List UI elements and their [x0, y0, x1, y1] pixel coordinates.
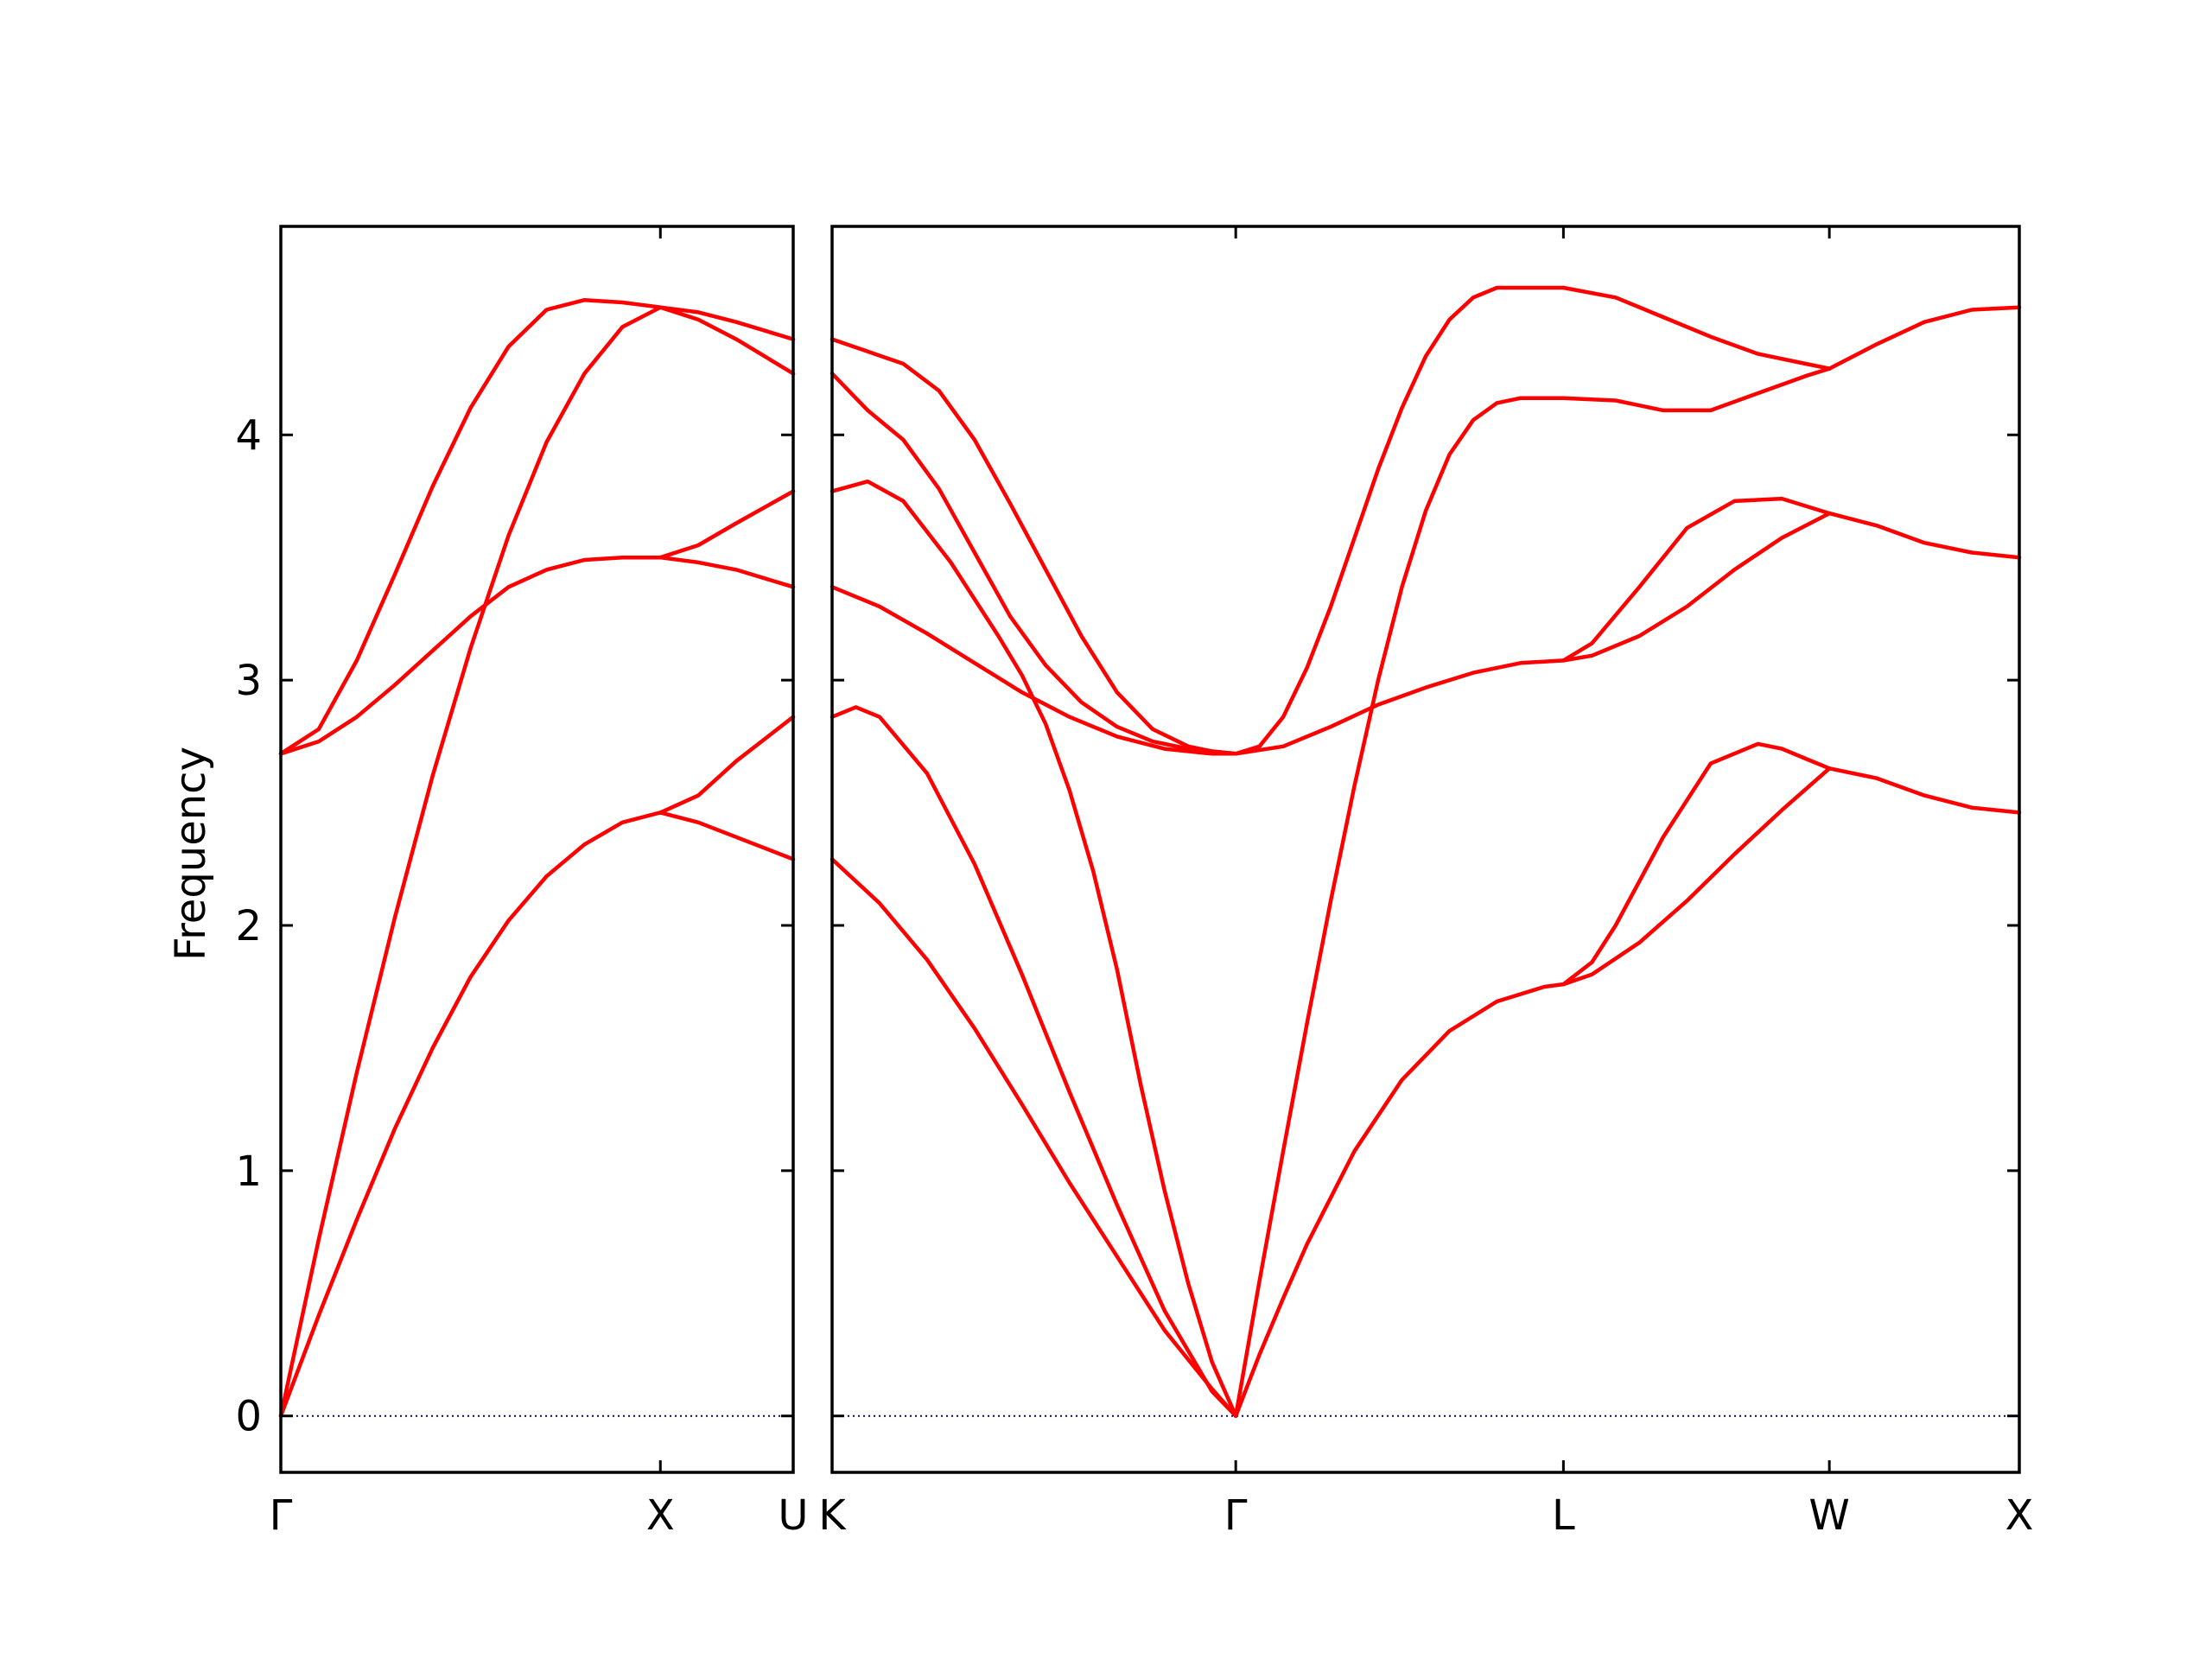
kpoint-label: K — [818, 1491, 847, 1540]
band-2-3 — [830, 479, 1238, 1418]
band-2-6 — [830, 337, 1238, 756]
kpoint-label: Γ — [270, 1491, 293, 1540]
panel-1 — [278, 225, 796, 1474]
band-2-14 — [1561, 366, 1832, 413]
band-2-5 — [830, 372, 1238, 756]
band-2-8 — [1233, 396, 1566, 1418]
kpoint-label: X — [2005, 1491, 2034, 1540]
y-axis-label: Frequency — [167, 747, 215, 961]
kpoint-label: X — [646, 1491, 675, 1540]
y-tick-label: 1 — [235, 1147, 262, 1196]
band-2-18 — [1827, 305, 2022, 371]
band-2-15 — [1561, 285, 1832, 371]
band-panels: 0 1 2 3 4 Γ X U K Γ L W X — [235, 225, 2034, 1540]
band-2-9 — [1233, 285, 1566, 756]
band-2-1 — [830, 857, 1238, 1418]
band-2-16 — [1827, 766, 2022, 815]
band-2-10 — [1561, 766, 1832, 987]
panel-frame — [279, 225, 795, 1474]
band-2-12 — [1561, 511, 1832, 663]
panel-2 — [830, 225, 2022, 1474]
band-1-5 — [658, 715, 796, 815]
y-tick-label: 2 — [235, 902, 262, 950]
band-2-4 — [830, 585, 1566, 756]
y-tick-label: 0 — [235, 1393, 262, 1441]
band-2-17 — [1827, 511, 2022, 560]
band-1-2 — [278, 305, 796, 1418]
band-1-4 — [278, 297, 796, 756]
band-1-1 — [278, 810, 796, 1418]
band-2-7 — [1233, 982, 1566, 1418]
band-1-3 — [278, 555, 796, 756]
kpoint-label: W — [1808, 1491, 1849, 1540]
band-2-11 — [1561, 741, 1832, 987]
band-2-13 — [1561, 496, 1832, 663]
panel-frame — [830, 225, 2021, 1474]
band-2-2 — [830, 705, 1238, 1418]
y-tick-label: 3 — [235, 657, 262, 705]
kpoint-label: Γ — [1224, 1491, 1248, 1540]
band-1-6 — [658, 489, 796, 560]
kpoint-label: L — [1552, 1491, 1575, 1540]
y-tick-label: 4 — [235, 411, 262, 460]
kpoint-label: U — [778, 1491, 808, 1540]
